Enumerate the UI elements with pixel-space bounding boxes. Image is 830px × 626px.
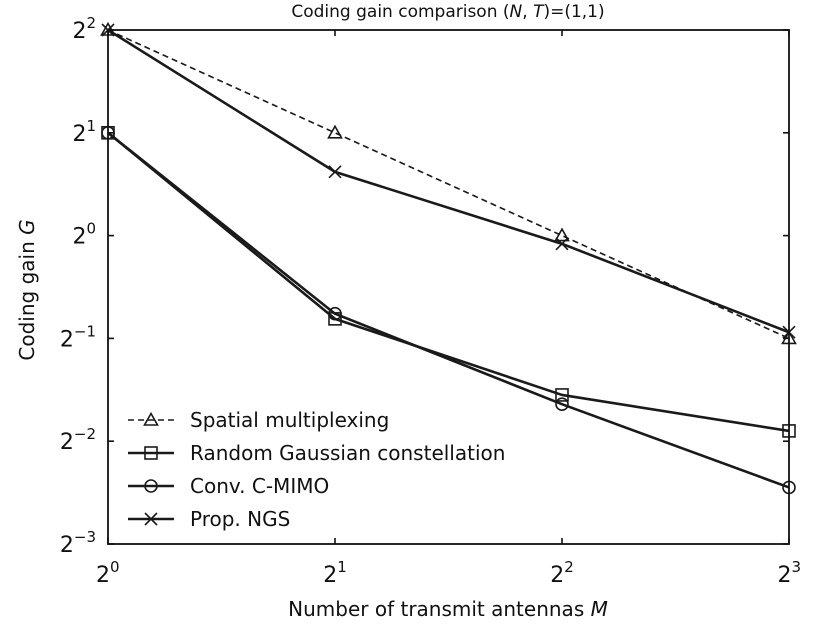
legend-label-random-gaussian-constellation: Random Gaussian constellation [190, 441, 505, 465]
data-point-prop-ngs [555, 237, 569, 251]
legend: Spatial multiplexing Random Gaussian cons… [128, 408, 505, 531]
legend-marker-random-gaussian-constellation [144, 446, 158, 460]
chart-title: Coding gain comparison (N, T)=(1,1) [291, 2, 604, 22]
x-marker-stroke [555, 237, 569, 251]
legend-label-conv-c-mimo: Conv. C-MIMO [190, 474, 329, 498]
legend-label-prop-ngs: Prop. NGS [190, 507, 290, 531]
plot-area [100, 21, 797, 495]
legend-marker-spatial-multiplexing [143, 411, 159, 426]
plot-frame [107, 29, 790, 545]
y-axis-label: Coding gain G [15, 219, 39, 360]
y-tick-label: 21 [72, 117, 96, 147]
x-tick-label: 20 [96, 558, 120, 588]
data-point-conv-c-mimo [328, 306, 342, 321]
y-tick-label: 20 [72, 220, 96, 250]
data-point-random-gaussian-constellation [555, 388, 569, 402]
x-marker-stroke [328, 165, 342, 179]
x-axis-label: Number of transmit antennas M [288, 597, 608, 621]
y-tick-label: 2−3 [60, 528, 96, 558]
data-point-conv-c-mimo [555, 397, 569, 411]
series-line-conv-c-mimo [107, 131, 790, 489]
x-tick-label: 23 [777, 558, 801, 588]
y-tick-label: 2−2 [60, 425, 96, 455]
x-tick-label: 22 [550, 558, 574, 588]
y-tick-label: 22 [72, 14, 96, 44]
axes: 20 21 22 23 22 21 20 2−1 2−2 2−3 [60, 14, 801, 588]
data-point-spatial-multiplexing [554, 227, 570, 242]
x-tick-label: 21 [323, 558, 347, 588]
x-marker-stroke [144, 512, 158, 526]
data-point-spatial-multiplexing [327, 124, 343, 139]
data-point-prop-ngs [328, 165, 342, 179]
series-line-random-gaussian-constellation [107, 131, 790, 433]
legend-label-spatial-multiplexing: Spatial multiplexing [190, 408, 389, 432]
legend-marker-conv-c-mimo [144, 479, 158, 493]
legend-marker-prop-ngs [144, 512, 158, 526]
series-line-prop-ngs [107, 28, 790, 334]
y-tick-label: 2−1 [60, 322, 96, 352]
